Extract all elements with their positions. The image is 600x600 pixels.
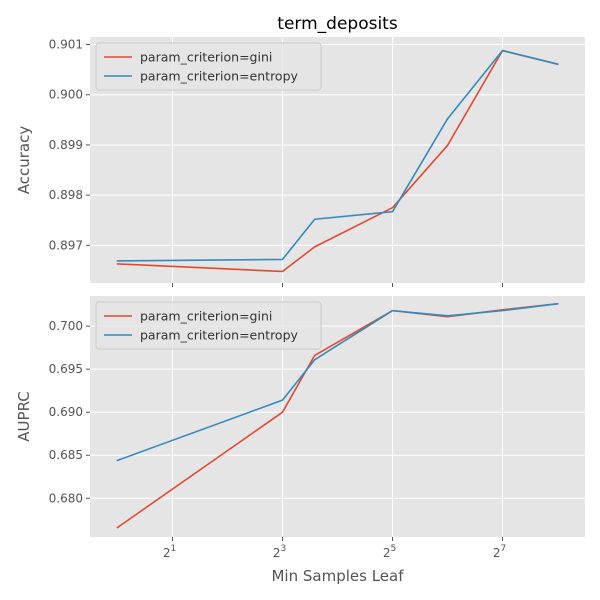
series-line-entropy: [116, 49, 559, 262]
y-tick-label: 0.897: [49, 238, 83, 252]
chart-panel-2: 0.680 0.685 0.690 0.695 0.700 21 23 25 27 AUPRC Mi…: [15, 296, 585, 585]
x-tick-label: 21: [163, 544, 176, 560]
y-tick-label: 0.695: [49, 362, 83, 376]
y-tick-label: 0.899: [49, 138, 83, 152]
legend-box: [95, 301, 322, 350]
x-tick-label: 23: [273, 544, 286, 560]
x-tick-label: 25: [383, 544, 396, 560]
chart-title: term_deposits: [277, 14, 398, 34]
legend-entry: param_criterion=gini: [140, 50, 272, 65]
x-axis-label: Min Samples Leaf: [271, 567, 404, 585]
legend-entry: param_criterion=entropy: [140, 69, 299, 84]
y-tick-label: 0.900: [49, 88, 83, 102]
y-axis-label: AUPRC: [15, 391, 33, 441]
y-tick-label: 0.898: [49, 188, 83, 202]
y-tick-label: 0.690: [49, 405, 83, 419]
legend-entry: param_criterion=gini: [140, 309, 272, 324]
y-tick-label: 0.901: [49, 38, 83, 52]
legend-entry: param_criterion=entropy: [140, 328, 299, 343]
y-tick-label: 0.680: [49, 491, 83, 505]
legend: param_criterion=gini param_criterion=entr…: [95, 42, 322, 91]
series-line-entropy: [116, 302, 559, 462]
chart-panel-1: 0.897 0.898 0.899 0.900 0.901 term_deposits Ac…: [15, 14, 585, 287]
y-tick-label: 0.700: [49, 319, 83, 333]
y-axis-label: Accuracy: [15, 126, 33, 195]
y-tick-label: 0.685: [49, 448, 83, 462]
legend-box: [95, 42, 322, 91]
x-tick-label: 27: [493, 544, 506, 560]
legend: param_criterion=gini param_criterion=entr…: [95, 301, 322, 350]
